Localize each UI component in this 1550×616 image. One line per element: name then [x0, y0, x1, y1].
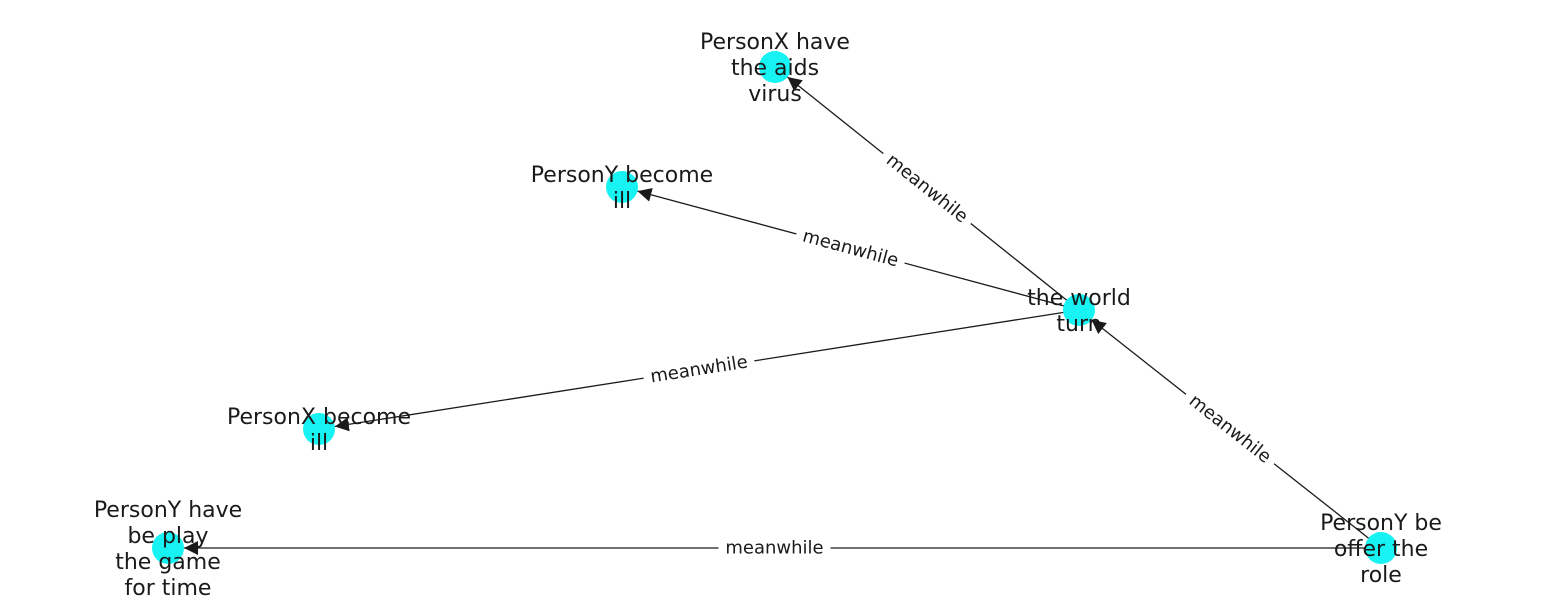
nodes-layer [152, 51, 1397, 564]
edges-layer: meanwhilemeanwhilemeanwhilemeanwhilemean… [184, 76, 1382, 560]
node-label-line: ill [613, 189, 631, 214]
node-game [152, 532, 184, 564]
edge-label-group: meanwhile [1178, 384, 1282, 474]
node-label-line: be play [127, 524, 208, 549]
edge-label: meanwhile [882, 150, 972, 228]
node-label-line: PersonY have [94, 498, 242, 523]
node-label-line: PersonX become [227, 405, 411, 430]
node-label-aids: PersonX have the aids virus [700, 30, 850, 107]
node-label-line: offer the [1334, 537, 1428, 562]
node-label-line: role [1360, 563, 1402, 588]
edge-label-background [1178, 384, 1282, 474]
node-label-role: PersonY be offer the role [1320, 511, 1442, 588]
edge-label: meanwhile [725, 538, 823, 559]
edge-label-background [875, 144, 979, 233]
edge-label-group: meanwhile [641, 348, 757, 391]
edge-label: meanwhile [649, 352, 749, 388]
node-label-line: the game [115, 550, 221, 575]
node-label-personX_ill: PersonX become ill [227, 405, 411, 456]
edge-label: meanwhile [1185, 390, 1275, 467]
node-aids [759, 51, 791, 83]
node-label-line: PersonY be [1320, 511, 1442, 536]
edge-label-background [793, 222, 908, 275]
node-label-line: turn [1056, 312, 1101, 337]
node-label-line: the world [1027, 286, 1131, 311]
node-label-line: the aids [731, 56, 819, 81]
node-label-line: virus [748, 82, 802, 107]
node-personX_ill [303, 413, 335, 445]
edge-label-group: meanwhile [718, 536, 831, 560]
edge-label: meanwhile [800, 226, 900, 272]
node-label-line: for time [125, 576, 212, 601]
node-personY_ill [606, 171, 638, 203]
node-role [1365, 532, 1397, 564]
node-label-line: PersonX have [700, 30, 850, 55]
node-label-line: PersonY become [531, 163, 713, 188]
edge-label-group: meanwhile [875, 144, 979, 233]
node-label-personY_ill: PersonY become ill [531, 163, 713, 214]
edge-label-background [718, 536, 831, 560]
edge-label-background [641, 348, 757, 391]
node-world [1063, 294, 1095, 326]
node-label-game: PersonY have be play the game for time [94, 498, 242, 601]
edge-label-group: meanwhile [793, 222, 908, 275]
node-label-line: ill [310, 431, 328, 456]
node-label-world: the world turn [1027, 286, 1131, 337]
